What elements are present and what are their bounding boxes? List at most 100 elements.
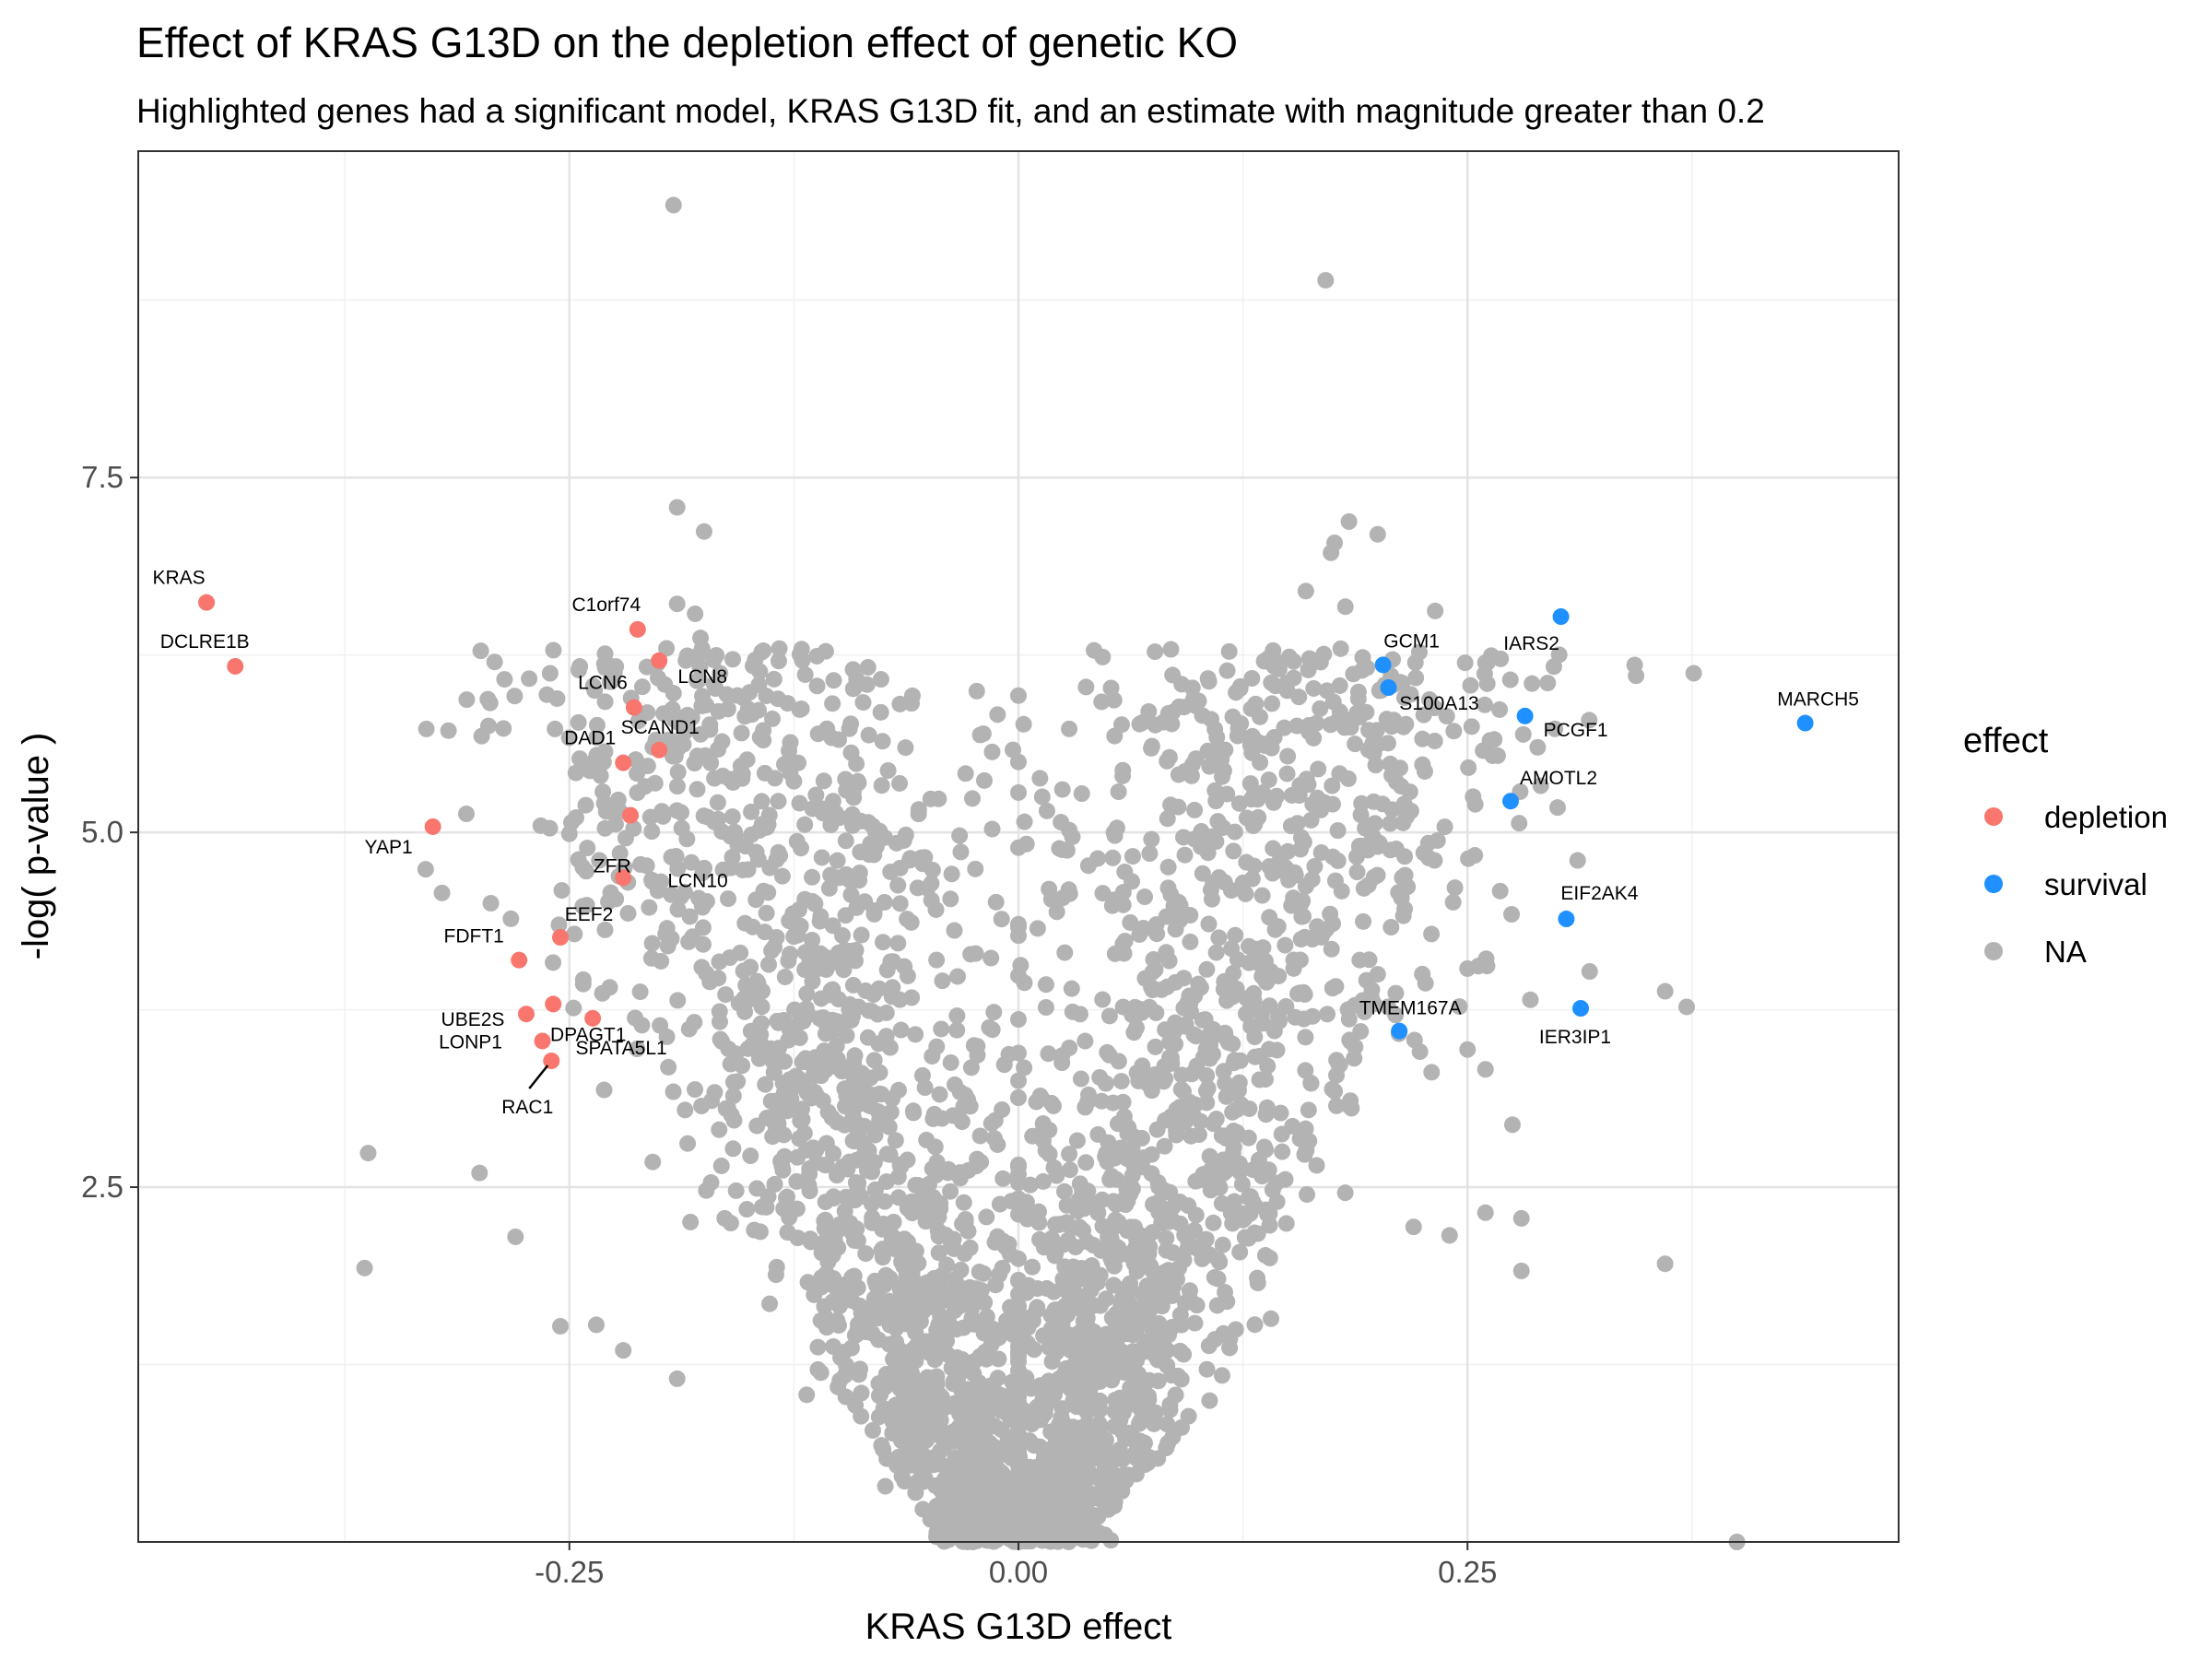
na-point xyxy=(1254,784,1272,802)
na-point xyxy=(932,1194,949,1212)
na-point xyxy=(870,1331,888,1348)
na-point xyxy=(837,771,854,788)
na-point xyxy=(1188,1057,1206,1075)
na-point xyxy=(1122,1185,1139,1203)
na-point xyxy=(1210,1252,1228,1269)
na-point xyxy=(574,975,592,993)
na-point xyxy=(650,669,667,687)
na-point xyxy=(889,1081,907,1099)
na-point xyxy=(1173,1066,1191,1084)
na-point xyxy=(706,1084,724,1101)
na-point xyxy=(1227,926,1244,944)
na-point xyxy=(993,1511,1010,1528)
na-point xyxy=(1329,852,1347,869)
na-point xyxy=(1382,919,1400,936)
na-point xyxy=(495,720,512,737)
na-point xyxy=(479,717,497,735)
x-axis-title: KRAS G13D effect xyxy=(865,1606,1172,1647)
na-point xyxy=(660,1058,677,1076)
na-point xyxy=(813,990,830,1007)
na-point xyxy=(1124,848,1141,865)
na-point xyxy=(1034,1172,1052,1190)
na-point xyxy=(1207,833,1225,851)
na-point xyxy=(1426,732,1443,749)
na-point xyxy=(1122,913,1139,931)
na-point xyxy=(999,1406,1017,1424)
na-point xyxy=(1153,1298,1171,1315)
na-point xyxy=(981,1378,998,1395)
na-point xyxy=(1158,944,1175,961)
gene-label-dad1: DAD1 xyxy=(564,728,616,749)
na-point xyxy=(709,794,726,811)
na-point xyxy=(1142,1257,1159,1275)
na-point xyxy=(567,764,584,782)
na-point xyxy=(1202,881,1219,899)
na-point xyxy=(720,890,737,908)
na-point xyxy=(1070,1192,1088,1209)
na-point xyxy=(815,1009,832,1027)
na-point xyxy=(1501,671,1519,688)
na-point xyxy=(1393,778,1410,795)
na-point xyxy=(1256,971,1274,988)
na-point xyxy=(830,869,848,887)
na-point xyxy=(1198,1094,1216,1112)
na-point xyxy=(882,863,900,880)
na-point xyxy=(1205,1214,1222,1231)
na-point xyxy=(1016,1059,1033,1077)
na-point xyxy=(1198,1360,1216,1378)
na-point xyxy=(1048,1167,1065,1184)
na-point xyxy=(1163,1287,1181,1304)
na-point xyxy=(1319,1006,1336,1023)
na-point xyxy=(1136,888,1154,906)
highlighted-points xyxy=(198,594,1814,1070)
na-point xyxy=(595,1081,613,1099)
y-tick-label: 7.5 xyxy=(81,460,124,494)
na-point xyxy=(981,1325,998,1343)
na-point xyxy=(1010,1530,1027,1547)
na-point xyxy=(1158,1440,1175,1457)
na-point xyxy=(946,922,963,939)
na-point xyxy=(1569,852,1586,869)
na-point xyxy=(903,989,921,1006)
na-point xyxy=(611,844,629,862)
na-point xyxy=(1034,1132,1052,1149)
highlighted-point-scand1 xyxy=(651,741,668,759)
na-point xyxy=(1438,708,1455,725)
na-point xyxy=(889,1168,907,1185)
na-point xyxy=(1390,884,1407,901)
na-point xyxy=(481,694,499,712)
na-point xyxy=(1324,777,1341,794)
na-point xyxy=(1302,1074,1320,1091)
na-point xyxy=(770,690,787,708)
na-point xyxy=(851,1297,868,1314)
na-point xyxy=(1446,879,1464,897)
na-point xyxy=(1331,703,1348,721)
na-point xyxy=(1071,1324,1088,1341)
na-point xyxy=(1160,748,1178,766)
x-tick-label: 0.25 xyxy=(1438,1555,1497,1589)
na-point xyxy=(1089,1125,1107,1143)
na-point xyxy=(1287,866,1304,884)
na-point xyxy=(881,1146,899,1163)
na-point xyxy=(1185,830,1203,848)
na-point xyxy=(1351,841,1369,858)
na-point xyxy=(850,774,867,792)
na-point xyxy=(835,961,853,979)
na-point xyxy=(1514,725,1532,743)
na-point xyxy=(895,1277,912,1295)
na-point xyxy=(1310,760,1327,778)
na-point xyxy=(1048,1301,1065,1319)
na-point xyxy=(853,926,870,944)
gene-label-scand1: SCAND1 xyxy=(621,717,700,738)
na-point xyxy=(818,1242,836,1260)
na-point xyxy=(808,1088,826,1105)
na-point xyxy=(359,1145,377,1162)
na-point xyxy=(471,1164,488,1182)
x-tick-label: -0.25 xyxy=(535,1555,604,1589)
na-point xyxy=(926,1138,944,1156)
na-point xyxy=(1626,656,1643,674)
na-point xyxy=(1296,985,1313,1003)
na-point xyxy=(1157,1264,1174,1281)
na-point xyxy=(1123,1426,1140,1443)
na-point xyxy=(615,1342,632,1359)
